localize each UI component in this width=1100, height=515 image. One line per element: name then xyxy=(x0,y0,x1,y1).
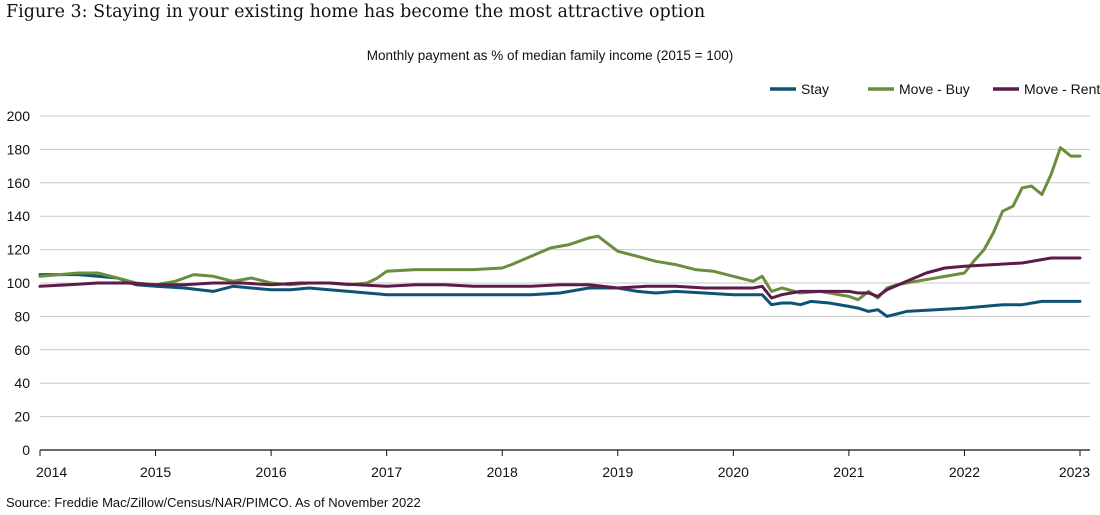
x-axis: 2014 2015 2016 2017 2018 2019 2020 2021 2022 2023 xyxy=(36,450,1090,480)
x-tick-label: 2019 xyxy=(602,464,633,480)
x-tick-label: 2014 xyxy=(36,464,67,480)
x-tick-label: 2018 xyxy=(487,464,518,480)
figure-title: Figure 3: Staying in your existing home … xyxy=(6,2,706,22)
series-line-move-buy xyxy=(38,146,1082,302)
source-note: Source: Freddie Mac/Zillow/Census/NAR/PI… xyxy=(6,495,421,510)
x-tick-label: 2023 xyxy=(1059,464,1090,480)
series-line-stay xyxy=(38,273,1082,318)
y-tick-label: 40 xyxy=(14,375,30,391)
gridlines xyxy=(40,115,1090,451)
y-axis: 0 20 40 60 80 100 120 140 160 180 200 xyxy=(7,108,31,458)
chart-subtitle: Monthly payment as % of median family in… xyxy=(366,48,734,63)
y-tick-label: 200 xyxy=(7,108,31,124)
x-tick-label: 2016 xyxy=(256,464,287,480)
x-tick-label: 2022 xyxy=(949,464,980,480)
x-tick-label: 2021 xyxy=(833,464,864,480)
x-tick-label: 2017 xyxy=(371,464,402,480)
y-tick-label: 180 xyxy=(7,141,31,157)
y-tick-label: 140 xyxy=(7,208,31,224)
y-tick-label: 100 xyxy=(7,275,31,291)
legend-label: Move - Rent xyxy=(1024,81,1100,97)
legend-label: Move - Buy xyxy=(899,81,970,97)
y-tick-label: 60 xyxy=(14,342,30,358)
x-tick-label: 2020 xyxy=(718,464,749,480)
legend: Stay Move - Buy Move - Rent xyxy=(770,81,1100,97)
legend-label: Stay xyxy=(801,81,829,97)
y-tick-label: 20 xyxy=(14,409,30,425)
y-tick-label: 160 xyxy=(7,175,31,191)
series-line-move-rent xyxy=(38,256,1082,300)
y-tick-label: 0 xyxy=(22,442,30,458)
y-tick-label: 120 xyxy=(7,242,31,258)
x-tick-label: 2015 xyxy=(140,464,171,480)
series-lines xyxy=(38,146,1082,318)
y-tick-label: 80 xyxy=(14,308,30,324)
